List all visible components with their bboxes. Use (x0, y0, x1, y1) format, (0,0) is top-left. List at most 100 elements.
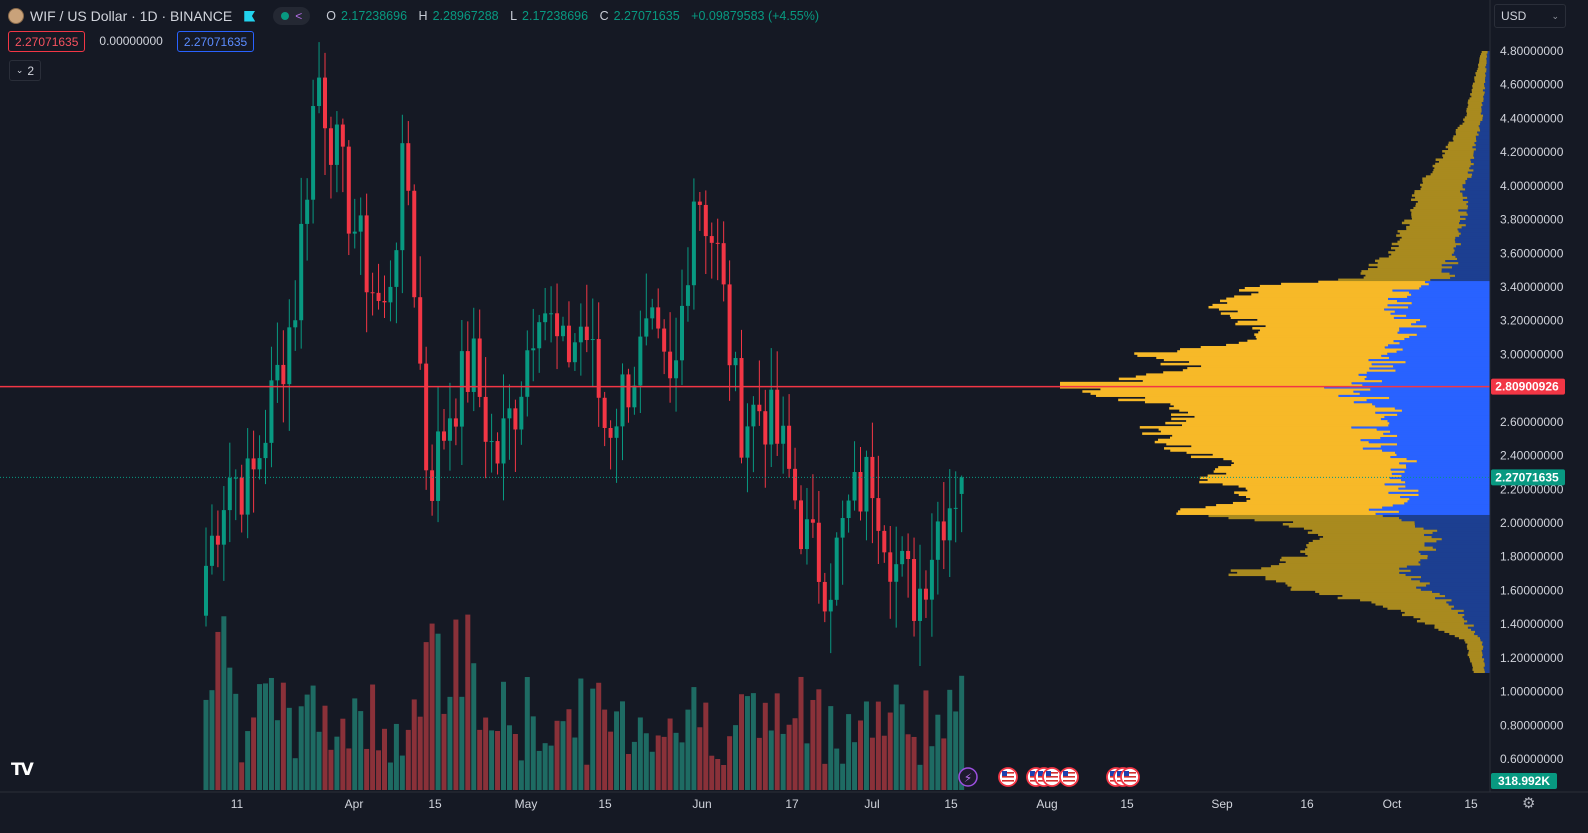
profile-row-down (1186, 419, 1388, 423)
profile-row-down (1135, 375, 1367, 379)
us-flag-event-icon[interactable] (998, 767, 1018, 787)
y-tick-label: 4.20000000 (1500, 145, 1564, 159)
profile-row-down (1432, 164, 1471, 168)
volume-bar (834, 748, 840, 790)
profile-row-up (1439, 592, 1490, 596)
profile-row-down (1216, 504, 1393, 507)
profile-row-down (1422, 177, 1468, 180)
volume-bar (905, 734, 911, 790)
profile-row-up (1401, 409, 1490, 412)
profile-row-down (1082, 390, 1354, 393)
profile-row-up (1398, 510, 1490, 513)
profile-row-up (1416, 320, 1490, 324)
profile-row-down (1218, 466, 1407, 469)
volume-bar (358, 711, 364, 790)
profile-row-up (1432, 590, 1490, 593)
currency-select[interactable]: USD ⌄ (1494, 4, 1566, 28)
profile-row-down (1194, 415, 1385, 419)
profile-row-down (1207, 474, 1402, 478)
volume-bar (310, 685, 316, 790)
profile-row-down (1468, 99, 1484, 102)
profile-row-down (1265, 577, 1412, 581)
poc-price-label: 2.80900926 (1491, 378, 1565, 395)
profile-row-up (1485, 65, 1490, 69)
tradingview-logo[interactable]: TV (11, 760, 34, 780)
profile-row-down (1365, 274, 1456, 277)
profile-row-down (1060, 383, 1363, 387)
volume-bar (584, 764, 590, 790)
profile-row-down (1182, 423, 1389, 427)
y-tick-label: 2.60000000 (1500, 415, 1564, 429)
profile-row-up (1390, 430, 1490, 433)
volume-bar (804, 743, 810, 790)
buy-button[interactable]: 2.27071635 (176, 31, 255, 52)
us-flag-event-icon[interactable] (1042, 767, 1062, 787)
profile-row-up (1476, 139, 1490, 143)
gear-icon[interactable]: ⚙ (1522, 795, 1536, 812)
profile-row-down (1479, 57, 1487, 60)
us-flag-event-icon[interactable] (1059, 767, 1079, 787)
open-value: 2.17238696 (341, 9, 408, 23)
profile-row-down (1163, 358, 1369, 362)
lightning-event-icon[interactable]: ⚡ (958, 767, 978, 787)
profile-row-down (1409, 223, 1466, 227)
profile-row-down (1472, 668, 1485, 671)
profile-row-up (1475, 137, 1490, 140)
profile-row-up (1487, 51, 1490, 54)
profile-row-up (1485, 86, 1490, 90)
profile-row-down (1247, 489, 1419, 492)
x-tick-label: 17 (785, 797, 799, 811)
status-pill[interactable]: < (273, 7, 311, 25)
profile-row-up (1475, 147, 1490, 151)
volume-bar (489, 730, 495, 790)
profile-row-up (1420, 563, 1490, 566)
profile-row-up (1376, 428, 1490, 431)
candle (245, 428, 250, 539)
profile-row-up (1458, 261, 1490, 265)
y-tick-label: 4.60000000 (1500, 78, 1564, 92)
profile-row-up (1420, 552, 1490, 556)
indicators-toggle-button[interactable]: ⌄ 2 (9, 60, 41, 81)
symbol-title[interactable]: WIF / US Dollar · 1D · BINANCE (30, 8, 233, 24)
y-tick-label: 2.00000000 (1500, 516, 1564, 530)
candle (305, 178, 310, 261)
candle (810, 474, 815, 538)
profile-row-up (1391, 472, 1490, 475)
us-flag-event-icon[interactable] (1120, 767, 1140, 787)
profile-row-down (1212, 453, 1397, 456)
y-tick-label: 3.20000000 (1500, 314, 1564, 328)
candle (816, 490, 821, 604)
volume-bar (911, 736, 917, 790)
profile-row-down (1234, 491, 1389, 494)
volume-bar (209, 690, 215, 790)
profile-row-down (1471, 95, 1484, 98)
profile-row-up (1351, 426, 1490, 429)
profile-row-down (1170, 436, 1381, 440)
profile-row-down (1397, 230, 1459, 233)
volume-bar (649, 751, 655, 790)
volume-bar (518, 760, 524, 790)
profile-row-down (1239, 289, 1393, 292)
chevron-down-icon: ⌄ (1551, 11, 1559, 21)
profile-row-up (1423, 527, 1490, 530)
profile-row-down (1265, 324, 1427, 328)
flag-icon[interactable] (244, 10, 256, 22)
candle (447, 382, 452, 471)
candle (352, 198, 357, 249)
profile-row-up (1432, 531, 1490, 534)
profile-row-up (1366, 371, 1490, 374)
volume-bar (554, 720, 560, 790)
volume-bar (810, 699, 816, 790)
sell-button[interactable]: 2.27071635 (8, 31, 86, 52)
x-tick-label: May (515, 797, 538, 811)
profile-row-up (1465, 217, 1490, 220)
profile-row-down (1256, 337, 1405, 341)
profile-row-down (1207, 478, 1402, 482)
profile-row-up (1484, 668, 1490, 671)
profile-row-up (1483, 97, 1490, 100)
volume-bar (465, 614, 471, 790)
profile-row-down (1245, 487, 1399, 490)
profile-row-up (1419, 287, 1490, 290)
profile-row-up (1470, 160, 1490, 164)
